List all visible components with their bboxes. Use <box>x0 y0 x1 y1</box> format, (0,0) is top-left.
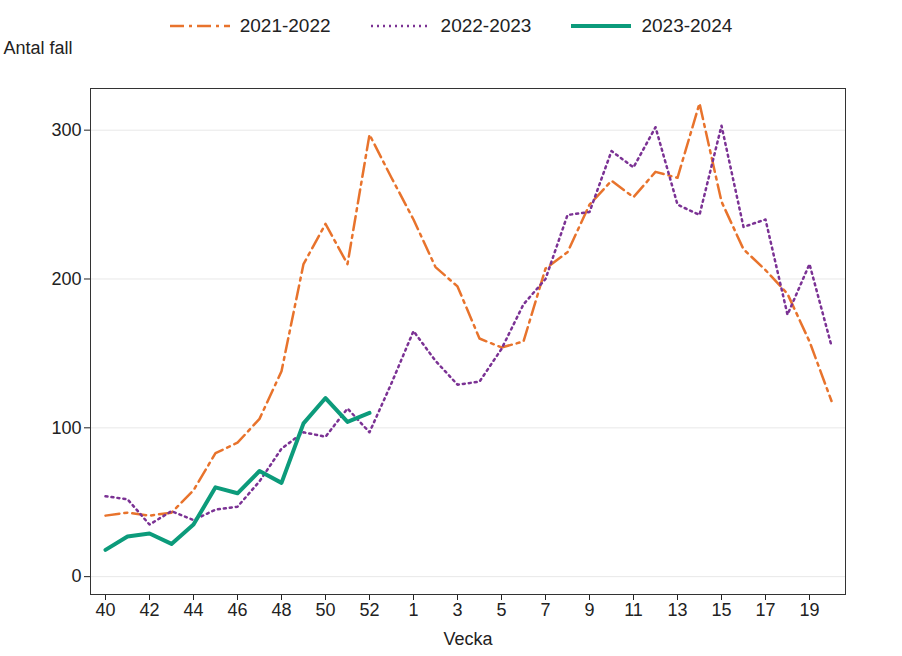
svg-text:100: 100 <box>51 418 81 438</box>
svg-text:42: 42 <box>139 600 159 620</box>
svg-text:9: 9 <box>584 600 594 620</box>
svg-text:19: 19 <box>799 600 819 620</box>
svg-text:48: 48 <box>271 600 291 620</box>
html-text:2022-2023: 2022-2023 <box>440 15 532 36</box>
svg-text:50: 50 <box>315 600 335 620</box>
svg-text:13: 13 <box>667 600 687 620</box>
html-text:2023-2024: 2023-2024 <box>641 15 733 36</box>
svg-text:200: 200 <box>51 269 81 289</box>
svg-text:46: 46 <box>227 600 247 620</box>
svg-text:40: 40 <box>95 600 115 620</box>
html-text:2021-2022: 2021-2022 <box>239 15 331 36</box>
svg-text:Antal fall: Antal fall <box>4 38 73 58</box>
svg-text:52: 52 <box>359 600 379 620</box>
svg-text:44: 44 <box>183 600 203 620</box>
svg-text:1: 1 <box>408 600 418 620</box>
svg-text:3: 3 <box>452 600 462 620</box>
svg-text:0: 0 <box>71 566 81 586</box>
svg-text:5: 5 <box>496 600 506 620</box>
svg-text:11: 11 <box>624 600 643 620</box>
svg-text:300: 300 <box>51 120 81 140</box>
svg-text:Vecka: Vecka <box>443 629 493 649</box>
svg-text:17: 17 <box>755 600 775 620</box>
svg-text:7: 7 <box>540 600 550 620</box>
svg-text:15: 15 <box>711 600 731 620</box>
